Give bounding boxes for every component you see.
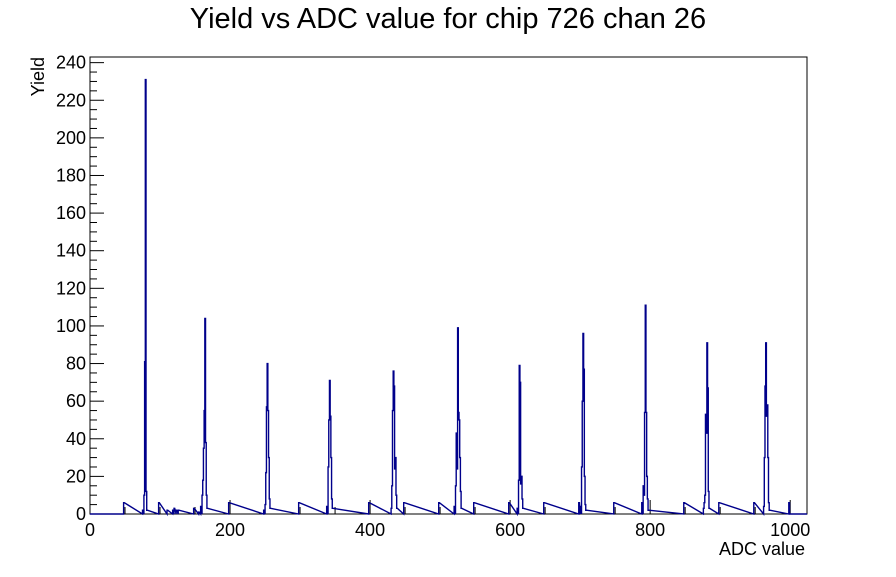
y-tick-label: 0 (76, 504, 86, 524)
y-tick-label: 40 (66, 429, 86, 449)
y-tick-label: 220 (56, 90, 86, 110)
y-tick-label: 80 (66, 354, 86, 374)
y-tick-label: 120 (56, 278, 86, 298)
plot-frame (89, 56, 808, 515)
y-tick-label: 100 (56, 316, 86, 336)
x-axis: 0 200 400 600 800 1000 (85, 500, 810, 540)
y-tick-label: 140 (56, 241, 86, 261)
histogram-series-line (90, 78, 807, 517)
x-tick-label: 800 (635, 520, 665, 540)
y-tick-label: 20 (66, 466, 86, 486)
y-tick-label: 200 (56, 128, 86, 148)
chart-title: Yield vs ADC value for chip 726 chan 26 (190, 3, 706, 35)
x-tick-label: 400 (355, 520, 385, 540)
y-tick-label: 240 (56, 53, 86, 73)
y-tick-label: 60 (66, 391, 86, 411)
x-tick-label: 1000 (770, 520, 810, 540)
x-tick-label: 0 (85, 520, 95, 540)
x-tick-label: 200 (215, 520, 245, 540)
y-tick-label: 160 (56, 203, 86, 223)
y-tick-label: 180 (56, 165, 86, 185)
x-axis-label: ADC value (719, 539, 805, 559)
x-tick-label: 600 (495, 520, 525, 540)
y-axis-label: Yield (28, 57, 48, 96)
y-axis: 0 20 40 60 80 100 120 140 160 180 200 220 240 (56, 53, 104, 524)
